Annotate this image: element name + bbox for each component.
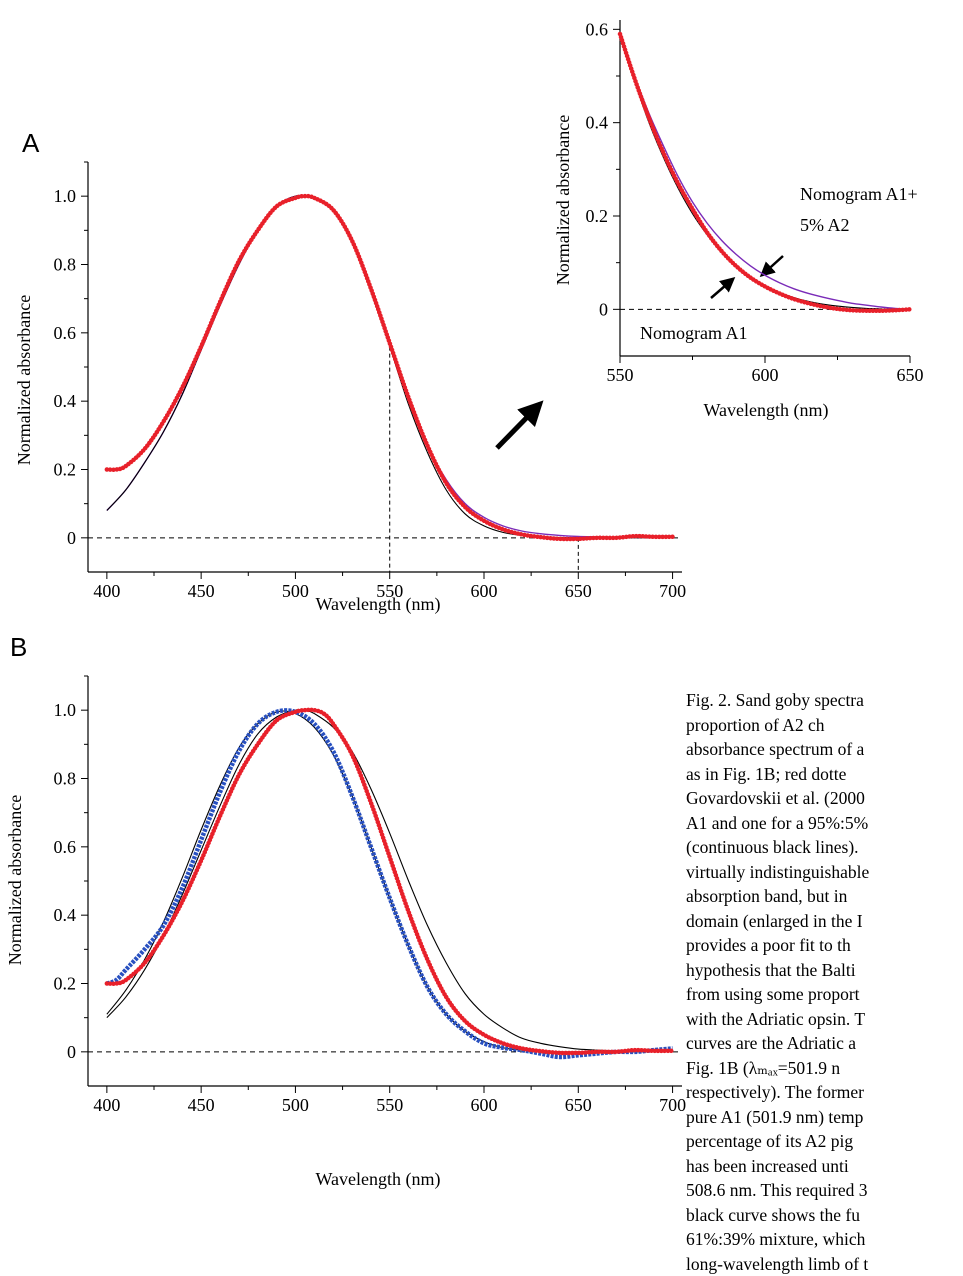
caption-line: domain (enlarged in the I [686, 909, 956, 934]
y-tick-label: 0 [599, 299, 608, 319]
pointer-arrow-icon [762, 256, 783, 275]
plot-a: 400 450 500 550 600 650 700 0 0.2 0.4 0.6 0.8 1.0 [54, 162, 687, 601]
y-tick-label: 0.6 [54, 323, 77, 343]
plot-b: 400 450 500 550 600 650 700 0 0.2 0.4 0.6 0.8 1.0 [54, 676, 687, 1115]
y-tick-label: 0.6 [54, 837, 77, 857]
y-axis-label-inset: Normalized absorbance [553, 115, 573, 285]
caption-line: as in Fig. 1B; red dotte [686, 762, 956, 787]
caption-line: absorbance spectrum of a [686, 737, 956, 762]
y-tick-label: 0.2 [586, 206, 609, 226]
y-tick-label: 1.0 [54, 186, 77, 206]
x-tick-label: 600 [471, 581, 498, 601]
caption-line: virtually indistinguishable [686, 860, 956, 885]
x-tick-label: 400 [93, 1095, 120, 1115]
y-tick-label: 0.2 [54, 974, 77, 994]
annotation-5pct-a2: 5% A2 [800, 215, 850, 235]
y-axis-label-a: Normalized absorbance [14, 295, 34, 465]
x-tick-label: 600 [752, 365, 779, 385]
annotation-nomogram-a1: Nomogram A1 [640, 323, 748, 343]
caption-line: black curve shows the fu [686, 1203, 956, 1228]
caption-line: pure A1 (501.9 nm) temp [686, 1105, 956, 1130]
pointer-arrow-icon [711, 279, 733, 298]
x-tick-label: 700 [659, 581, 686, 601]
annotation-nomogram-a1-plus: Nomogram A1+ [800, 184, 918, 204]
zoom-arrow-icon [497, 404, 540, 448]
x-tick-label: 400 [93, 581, 120, 601]
x-tick-label: 650 [897, 365, 924, 385]
x-tick-label: 600 [471, 1095, 498, 1115]
x-tick-label: 550 [376, 1095, 403, 1115]
caption-line: has been increased unti [686, 1154, 956, 1179]
y-tick-label: 0.4 [586, 113, 609, 133]
caption-line: respectively). The former [686, 1080, 956, 1105]
x-axis-label-b: Wavelength (nm) [315, 1169, 440, 1190]
series-line-red [107, 710, 673, 1053]
x-tick-label: 650 [565, 581, 592, 601]
caption-line: absorption band, but in [686, 884, 956, 909]
x-axis-label-inset: Wavelength (nm) [703, 400, 828, 421]
x-tick-label: 500 [282, 1095, 309, 1115]
caption-line: hypothesis that the Balti [686, 958, 956, 983]
y-tick-label: 0.6 [586, 19, 609, 39]
caption-line: long-wavelength limb of t [686, 1252, 956, 1276]
x-tick-label: 700 [659, 1095, 686, 1115]
caption-line: provides a poor fit to th [686, 933, 956, 958]
x-tick-label: 450 [188, 581, 215, 601]
caption-line: percentage of its A2 pig [686, 1129, 956, 1154]
caption-line: Fig. 2. Sand goby spectra [686, 688, 956, 713]
caption-line: Fig. 1B (λₘₐₓ=501.9 n [686, 1056, 956, 1081]
y-tick-label: 0 [67, 1042, 76, 1062]
caption-line: curves are the Adriatic a [686, 1031, 956, 1056]
caption-line: A1 and one for a 95%:5% [686, 811, 956, 836]
panel-label-a: A [22, 128, 40, 158]
x-tick-label: 550 [376, 581, 403, 601]
x-tick-label: 500 [282, 581, 309, 601]
caption-line: Govardovskii et al. (2000 [686, 786, 956, 811]
caption-line: from using some proport [686, 982, 956, 1007]
series-line-purple [620, 34, 910, 309]
x-tick-label: 550 [607, 365, 634, 385]
panel-label-b: B [10, 632, 27, 662]
caption-line: 508.6 nm. This required 3 [686, 1178, 956, 1203]
x-tick-label: 450 [188, 1095, 215, 1115]
y-tick-label: 0.4 [54, 905, 77, 925]
y-tick-label: 0.8 [54, 255, 77, 275]
panel-a: A Normalized absorbance Wavelength (nm) [14, 128, 441, 615]
y-tick-label: 0.4 [54, 391, 77, 411]
y-tick-label: 0.8 [54, 769, 77, 789]
series-line-black [620, 34, 910, 309]
caption-line: (continuous black lines). [686, 835, 956, 860]
x-tick-label: 650 [565, 1095, 592, 1115]
y-tick-label: 0 [67, 528, 76, 548]
y-axis-label-b: Normalized absorbance [5, 795, 25, 965]
series-line-red [620, 34, 910, 311]
caption-line: with the Adriatic opsin. T [686, 1007, 956, 1032]
caption-line: 61%:39% mixture, which [686, 1227, 956, 1252]
caption-line: proportion of A2 ch [686, 713, 956, 738]
y-tick-label: 0.2 [54, 460, 77, 480]
y-tick-label: 1.0 [54, 700, 77, 720]
